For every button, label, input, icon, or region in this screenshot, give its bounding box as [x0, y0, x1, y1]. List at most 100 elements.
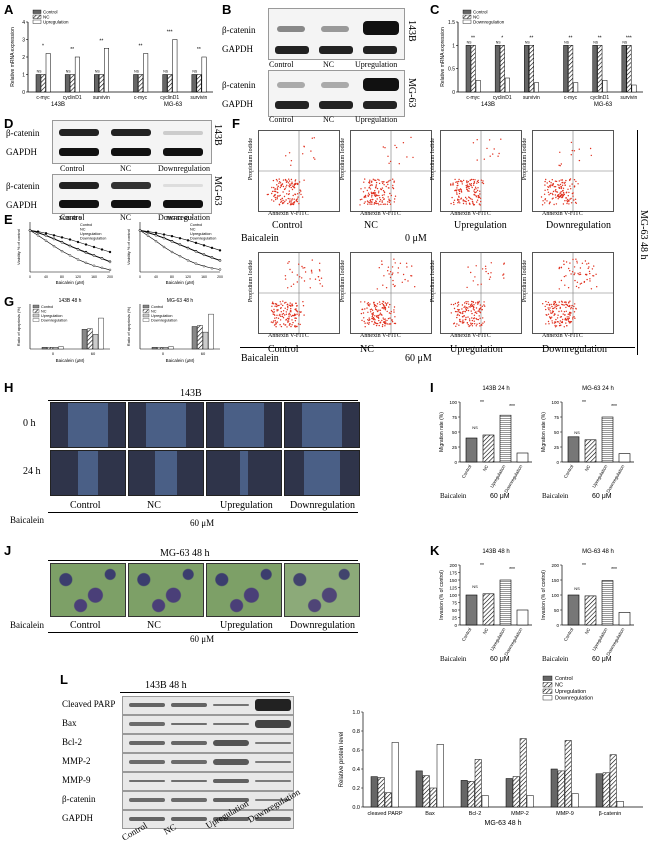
- event-dot: [397, 267, 400, 269]
- event-dot: [568, 203, 570, 205]
- y-tick-label: 1.0: [352, 710, 360, 716]
- legend-label: Downregulation: [473, 20, 505, 25]
- data-point: [210, 267, 214, 270]
- event-dot: [579, 272, 581, 274]
- event-dot: [393, 309, 395, 311]
- event-dot: [359, 199, 362, 201]
- y-tick-label: 100: [551, 593, 559, 598]
- bar: [460, 780, 468, 808]
- bar: [196, 74, 202, 93]
- event-dot: [276, 310, 278, 312]
- event-dot: [392, 283, 394, 286]
- event-dot: [377, 178, 379, 181]
- event-dot: [558, 266, 561, 269]
- event-dot: [381, 325, 384, 328]
- y-axis-label: Propidium Iodide: [340, 138, 346, 181]
- event-dot: [313, 137, 315, 139]
- event-dot: [461, 321, 463, 323]
- event-dot: [366, 322, 369, 324]
- x-tick-label: 40: [154, 275, 158, 279]
- event-dot: [276, 187, 279, 189]
- event-dot: [294, 320, 297, 322]
- event-dot: [586, 273, 588, 276]
- event-dot: [272, 301, 274, 303]
- event-dot: [292, 194, 294, 197]
- event-dot: [554, 304, 556, 306]
- legend-swatch: [142, 318, 150, 322]
- blot-strip: [122, 696, 294, 715]
- event-dot: [468, 197, 471, 199]
- event-dot: [502, 274, 504, 276]
- event-dot: [274, 319, 276, 322]
- bar: [618, 453, 631, 463]
- event-dot: [475, 188, 477, 190]
- event-dot: [461, 304, 464, 306]
- event-dot: [477, 187, 479, 189]
- event-dot: [278, 182, 280, 184]
- y-axis-label: Propidium Iodide: [430, 260, 436, 303]
- data-point: [108, 250, 112, 254]
- event-dot: [565, 310, 567, 312]
- event-dot: [378, 204, 380, 206]
- event-dot: [553, 203, 555, 206]
- event-dot: [465, 316, 467, 319]
- data-point: [162, 237, 166, 240]
- event-dot: [588, 270, 591, 273]
- data-point: [52, 244, 56, 248]
- event-dot: [317, 276, 320, 278]
- event-dot: [300, 190, 302, 192]
- event-dot: [544, 189, 546, 191]
- event-dot: [481, 268, 484, 270]
- event-dot: [392, 187, 395, 190]
- event-dot: [480, 283, 482, 285]
- x-tick-label: 160: [91, 275, 97, 279]
- event-dot: [371, 320, 373, 323]
- event-dot: [392, 184, 394, 187]
- y-tick-label: 0.0: [352, 805, 360, 811]
- y-tick-label: 25: [452, 445, 458, 450]
- event-dot: [404, 278, 406, 281]
- data-point: [218, 259, 222, 262]
- event-dot: [574, 198, 577, 200]
- event-dot: [273, 194, 276, 197]
- event-dot: [295, 308, 297, 310]
- event-dot: [544, 305, 546, 308]
- event-dot: [280, 200, 283, 202]
- event-dot: [382, 303, 385, 306]
- event-dot: [389, 271, 392, 273]
- bar: [172, 39, 178, 93]
- data-point: [68, 254, 72, 257]
- row-label: Baicalein: [241, 353, 279, 364]
- event-dot: [379, 200, 381, 203]
- event-dot: [284, 278, 287, 280]
- event-dot: [299, 276, 301, 278]
- event-dot: [285, 318, 288, 321]
- event-dot: [378, 309, 380, 311]
- event-dot: [547, 191, 550, 193]
- event-dot: [365, 196, 367, 198]
- y-axis-label: Relative mRNA expression: [10, 27, 16, 87]
- legend-swatch: [32, 318, 40, 322]
- event-dot: [319, 270, 321, 272]
- event-dot: [290, 325, 292, 328]
- event-dot: [378, 301, 381, 303]
- bar: [133, 74, 139, 93]
- event-dot: [304, 271, 307, 273]
- event-dot: [384, 203, 386, 206]
- event-dot: [455, 181, 457, 183]
- event-dot: [392, 186, 394, 189]
- flow-cytometry-plot: [258, 252, 340, 334]
- dose-label: 60 μM: [592, 656, 612, 663]
- event-dot: [388, 306, 390, 308]
- group-label: NC: [147, 620, 161, 631]
- x-tick-label: 120: [75, 275, 81, 279]
- panel-label-j: J: [4, 543, 12, 558]
- event-dot: [593, 265, 595, 267]
- event-dot: [375, 195, 378, 197]
- event-dot: [547, 186, 550, 188]
- bar: [512, 776, 520, 808]
- y-tick-label: 0: [452, 90, 455, 96]
- event-dot: [296, 198, 298, 200]
- event-dot: [566, 191, 568, 193]
- event-dot: [479, 317, 481, 319]
